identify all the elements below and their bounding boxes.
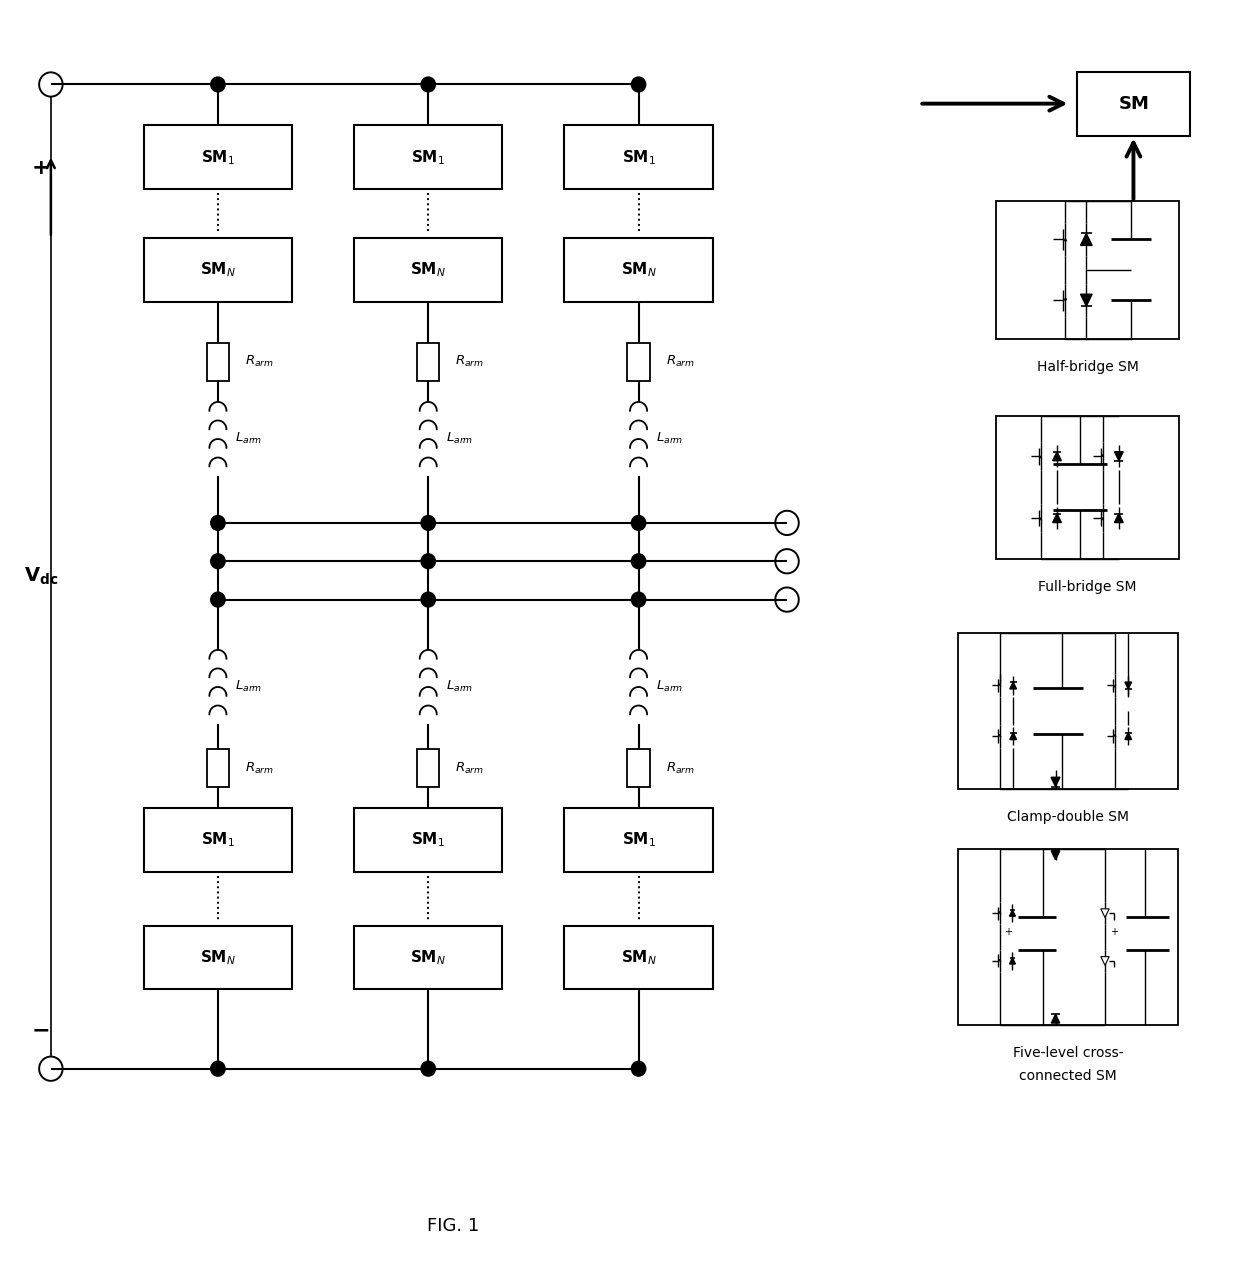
Bar (957, 633, 1178, 789)
Bar (144, 926, 293, 989)
Text: Full-bridge SM: Full-bridge SM (1038, 580, 1137, 594)
Text: $\mathbf{SM}_{N}$: $\mathbf{SM}_{N}$ (620, 260, 656, 279)
Text: +: + (32, 158, 51, 178)
Polygon shape (1009, 733, 1017, 739)
Polygon shape (1080, 295, 1092, 306)
Polygon shape (1115, 452, 1123, 461)
Polygon shape (1009, 958, 1016, 965)
Text: $\mathbf{SM}_{1}$: $\mathbf{SM}_{1}$ (621, 830, 656, 849)
Circle shape (211, 1061, 226, 1076)
Text: $R_{arm}$: $R_{arm}$ (455, 355, 485, 369)
Text: $R_{arm}$: $R_{arm}$ (666, 355, 694, 369)
Text: $\mathbf{SM}_{N}$: $\mathbf{SM}_{N}$ (200, 260, 236, 279)
Bar (1076, 72, 1190, 136)
Polygon shape (1052, 1015, 1060, 1024)
Circle shape (211, 77, 226, 92)
Text: $R_{arm}$: $R_{arm}$ (455, 761, 485, 776)
Bar (417, 749, 439, 788)
Text: $\mathbf{SM}_{1}$: $\mathbf{SM}_{1}$ (201, 149, 234, 167)
Text: $R_{arm}$: $R_{arm}$ (246, 761, 274, 776)
Polygon shape (1052, 851, 1060, 860)
Circle shape (631, 1061, 646, 1076)
Bar (996, 415, 1179, 559)
Circle shape (422, 515, 435, 530)
Circle shape (631, 77, 646, 92)
Text: $R_{arm}$: $R_{arm}$ (666, 761, 694, 776)
Text: Five-level cross-: Five-level cross- (1013, 1047, 1123, 1061)
Text: $L_{arm}$: $L_{arm}$ (445, 430, 472, 446)
Polygon shape (1125, 681, 1132, 689)
Polygon shape (1053, 514, 1061, 523)
Polygon shape (1052, 778, 1060, 787)
Polygon shape (1053, 452, 1061, 461)
Polygon shape (1101, 908, 1110, 917)
Text: $L_{arm}$: $L_{arm}$ (236, 430, 263, 446)
Bar (564, 238, 713, 302)
Text: $\mathbf{SM}_{N}$: $\mathbf{SM}_{N}$ (200, 948, 236, 967)
Bar (564, 126, 713, 190)
Bar (627, 749, 650, 788)
Bar (417, 343, 439, 380)
Text: $\mathbf{SM}_{1}$: $\mathbf{SM}_{1}$ (412, 830, 445, 849)
Text: −: − (32, 1021, 51, 1040)
Polygon shape (1080, 233, 1092, 246)
Text: $R_{arm}$: $R_{arm}$ (246, 355, 274, 369)
Polygon shape (1115, 514, 1123, 523)
Bar (353, 926, 502, 989)
Circle shape (422, 77, 435, 92)
Circle shape (422, 553, 435, 569)
Bar (996, 201, 1179, 339)
Text: $\mathbf{SM}$: $\mathbf{SM}$ (1117, 95, 1149, 113)
Bar (353, 238, 502, 302)
Circle shape (422, 592, 435, 607)
Polygon shape (1101, 957, 1110, 966)
Circle shape (631, 592, 646, 607)
Text: $\mathbf{V_{dc}}$: $\mathbf{V_{dc}}$ (24, 566, 58, 587)
Text: $\mathbf{SM}_{1}$: $\mathbf{SM}_{1}$ (412, 149, 445, 167)
Circle shape (631, 553, 646, 569)
Circle shape (211, 553, 226, 569)
Bar (207, 343, 229, 380)
Text: +: + (1110, 927, 1117, 936)
Text: $L_{arm}$: $L_{arm}$ (656, 679, 683, 694)
Bar (144, 808, 293, 872)
Text: $\mathbf{SM}_{1}$: $\mathbf{SM}_{1}$ (621, 149, 656, 167)
Bar (353, 808, 502, 872)
Text: $\mathbf{SM}_{N}$: $\mathbf{SM}_{N}$ (410, 948, 446, 967)
Text: $\mathbf{SM}_{N}$: $\mathbf{SM}_{N}$ (620, 948, 656, 967)
Circle shape (422, 1061, 435, 1076)
Text: $L_{arm}$: $L_{arm}$ (445, 679, 472, 694)
Bar (353, 126, 502, 190)
Circle shape (211, 515, 226, 530)
Bar (957, 849, 1178, 1025)
Polygon shape (1009, 681, 1017, 689)
Bar (564, 808, 713, 872)
Circle shape (211, 592, 226, 607)
Text: +: + (1004, 927, 1013, 936)
Text: $\mathbf{SM}_{N}$: $\mathbf{SM}_{N}$ (410, 260, 446, 279)
Text: Half-bridge SM: Half-bridge SM (1037, 360, 1138, 374)
Bar (627, 343, 650, 380)
Text: $\mathbf{SM}_{1}$: $\mathbf{SM}_{1}$ (201, 830, 234, 849)
Text: FIG. 1: FIG. 1 (427, 1217, 479, 1235)
Bar (144, 238, 293, 302)
Polygon shape (1125, 733, 1132, 739)
Text: Clamp-double SM: Clamp-double SM (1007, 810, 1128, 824)
Polygon shape (1009, 910, 1016, 916)
Text: $L_{arm}$: $L_{arm}$ (236, 679, 263, 694)
Bar (144, 126, 293, 190)
Circle shape (631, 515, 646, 530)
Text: connected SM: connected SM (1019, 1070, 1117, 1084)
Bar (207, 749, 229, 788)
Text: $L_{arm}$: $L_{arm}$ (656, 430, 683, 446)
Bar (564, 926, 713, 989)
